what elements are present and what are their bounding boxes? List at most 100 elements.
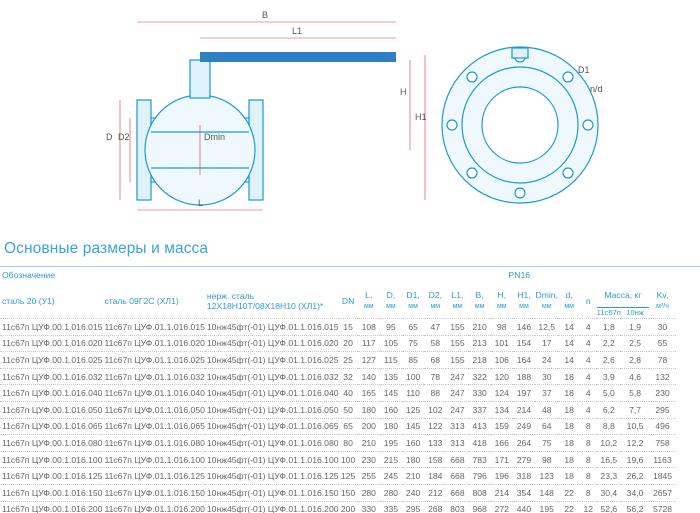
- value-cell: 4: [579, 384, 597, 402]
- value-cell: 184: [424, 467, 447, 485]
- col-h: H, мм: [496, 289, 507, 310]
- value-cell: 25: [338, 351, 358, 369]
- col-mass: Масса, кг: [596, 283, 650, 308]
- value-cell: 122: [424, 417, 447, 435]
- value-cell: 14: [558, 334, 580, 352]
- designation-cell: 10нж45фт(-01) ЦУФ.01.1.016.200: [204, 500, 339, 513]
- value-cell: 440: [512, 500, 536, 513]
- label-Dmin: Dmin: [204, 132, 225, 142]
- dimensions-table: Обозначение PN16 сталь 20 (У1) сталь 09Г…: [0, 266, 700, 513]
- value-cell: 140: [357, 367, 380, 385]
- designation-cell: 11с67п ЦУФ.01.1.016.065: [102, 417, 205, 435]
- designation-cell: 11с67п ЦУФ.01.1.016.040: [102, 384, 205, 402]
- value-cell: 88: [424, 384, 447, 402]
- value-cell: 110: [402, 384, 425, 402]
- value-cell: 196: [490, 467, 513, 485]
- value-cell: 125: [338, 467, 358, 485]
- value-cell: 668: [446, 483, 469, 502]
- value-cell: 8: [579, 450, 597, 468]
- value-cell: 105: [379, 334, 403, 352]
- value-cell: 135: [379, 367, 403, 385]
- value-cell: 12: [579, 500, 597, 513]
- value-cell: 65: [338, 417, 358, 435]
- value-cell: 1,8: [596, 318, 621, 336]
- value-cell: 2657: [649, 483, 676, 502]
- value-cell: 247: [446, 400, 469, 419]
- value-cell: 796: [468, 467, 491, 485]
- value-cell: 188: [512, 367, 536, 385]
- value-cell: 4: [579, 351, 597, 369]
- value-cell: 280: [357, 483, 380, 502]
- value-cell: 354: [512, 483, 536, 502]
- value-cell: 12,5: [535, 318, 559, 336]
- value-cell: 180: [402, 450, 425, 468]
- value-cell: 10,2: [596, 434, 621, 452]
- designation-cell: 11с67п ЦУФ.00.1.016.125: [0, 467, 103, 485]
- value-cell: 313: [446, 434, 469, 452]
- value-cell: 215: [379, 450, 403, 468]
- value-cell: 20: [338, 334, 358, 352]
- value-cell: 150: [338, 483, 358, 502]
- value-cell: 337: [468, 400, 491, 419]
- value-cell: 26,2: [620, 467, 650, 485]
- value-cell: 2,8: [620, 351, 650, 369]
- value-cell: 8: [579, 483, 597, 502]
- value-cell: 5,0: [596, 384, 621, 402]
- value-cell: 247: [446, 384, 469, 402]
- value-cell: 5728: [649, 500, 676, 513]
- value-cell: 247: [446, 367, 469, 385]
- value-cell: 115: [379, 351, 403, 369]
- designation-cell: 11с67п ЦУФ.00.1.016.200: [0, 500, 103, 513]
- col-n: n: [585, 295, 591, 306]
- value-cell: 123: [535, 467, 559, 485]
- value-cell: 214: [512, 400, 536, 419]
- value-cell: 322: [468, 367, 491, 385]
- value-cell: 335: [379, 500, 403, 513]
- designation-cell: 11с67п ЦУФ.00.1.016.040: [0, 384, 103, 402]
- designation-cell: 10нж45фт(-01) ЦУФ.01.1.016.150: [204, 483, 339, 502]
- value-cell: 100: [402, 367, 425, 385]
- table-row: 11с67п ЦУФ.00.1.016.080 11с67п ЦУФ.01.1.0…: [0, 434, 700, 452]
- value-cell: 58: [424, 334, 447, 352]
- value-cell: 171: [490, 450, 513, 468]
- designation-cell: 11с67п ЦУФ.01.1.016.025: [102, 351, 205, 369]
- value-cell: 146: [512, 318, 536, 336]
- value-cell: 330: [357, 500, 380, 513]
- value-cell: 195: [379, 434, 403, 452]
- label-D1: D1: [578, 65, 590, 75]
- value-cell: 30: [535, 367, 559, 385]
- designation-cell: 11с67п ЦУФ.01.1.016.150: [102, 483, 205, 502]
- label-D: D: [106, 132, 113, 142]
- value-cell: 15: [338, 318, 358, 336]
- designation-cell: 11с67п ЦУФ.01.1.016.200: [102, 500, 205, 513]
- value-cell: 155: [446, 334, 469, 352]
- value-cell: 125: [402, 400, 425, 419]
- col-d: D, мм: [386, 289, 396, 310]
- value-cell: 145: [402, 417, 425, 435]
- value-cell: 14: [558, 351, 580, 369]
- value-cell: 95: [379, 318, 403, 336]
- table-row: 11с67п ЦУФ.00.1.016.200 11с67п ЦУФ.01.1.0…: [0, 500, 700, 513]
- value-cell: 4,6: [620, 367, 650, 385]
- value-cell: 30,4: [596, 483, 621, 502]
- valve-drawing: B L1 H H1 D D2 Dmin L D1 n/d: [106, 10, 603, 211]
- value-cell: 100: [338, 450, 358, 468]
- designation-cell: 11с67п ЦУФ.00.1.016.020: [0, 334, 103, 352]
- value-cell: 803: [446, 500, 469, 513]
- value-cell: 8: [579, 467, 597, 485]
- value-cell: 50: [338, 400, 358, 419]
- value-cell: 55: [649, 334, 676, 352]
- value-cell: 108: [357, 318, 380, 336]
- designation-cell: 10нж45фт(-01) ЦУФ.01.1.016.050: [204, 400, 339, 419]
- value-cell: 78: [424, 367, 447, 385]
- value-cell: 14: [558, 318, 580, 336]
- value-cell: 56,2: [620, 500, 650, 513]
- value-cell: 80: [338, 434, 358, 452]
- table-row: 11с67п ЦУФ.00.1.016.040 11с67п ЦУФ.01.1.0…: [0, 384, 700, 402]
- value-cell: 117: [357, 334, 380, 352]
- designation-cell: 11с67п ЦУФ.00.1.016.080: [0, 434, 103, 452]
- value-cell: 268: [424, 500, 447, 513]
- value-cell: 213: [468, 334, 491, 352]
- value-cell: 5,8: [620, 384, 650, 402]
- value-cell: 24: [535, 351, 559, 369]
